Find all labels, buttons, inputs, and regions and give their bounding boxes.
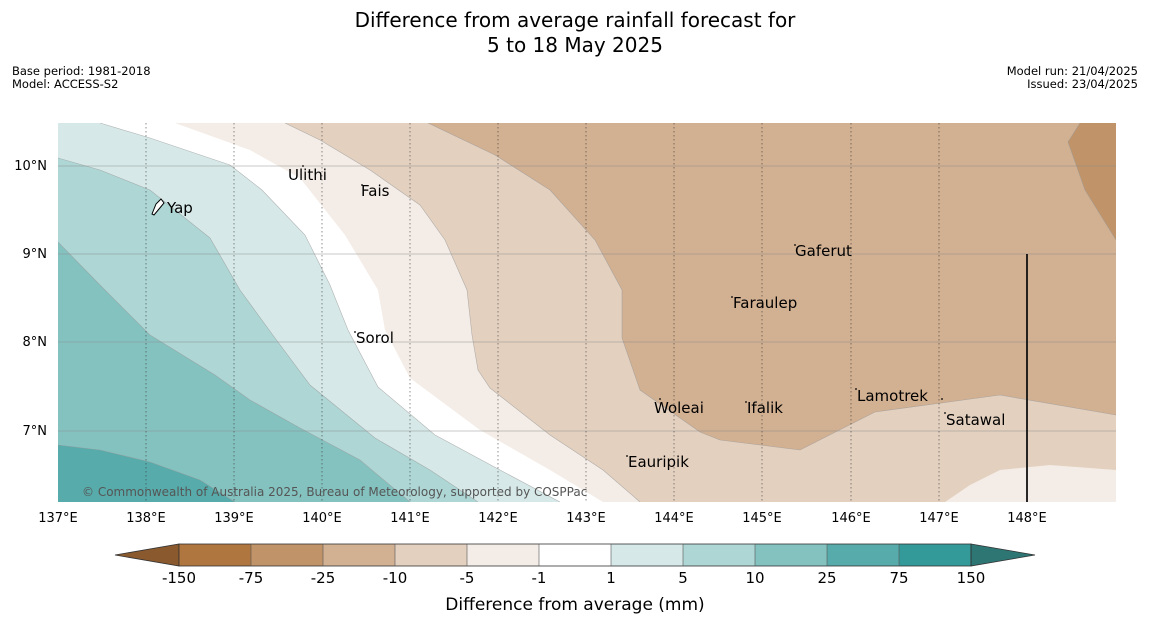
- x-tick-label: 148°E: [1007, 511, 1047, 526]
- colorbar-segment: [323, 544, 395, 566]
- issued-date: Issued: 23/04/2025: [1027, 77, 1138, 91]
- colorbar-dividers: [250, 544, 900, 566]
- map-plot-area: [58, 123, 1116, 502]
- atoll-dots: [302, 165, 946, 457]
- x-tick-label: 140°E: [302, 511, 342, 526]
- colorbar-segment: [683, 544, 755, 566]
- colorbar-tick: 150: [957, 569, 986, 587]
- title-line-2: 5 to 18 May 2025: [487, 33, 663, 57]
- copyright-notice: © Commonwealth of Australia 2025, Bureau…: [82, 485, 587, 499]
- colorbar-segment: [467, 544, 539, 566]
- place-satawal: Satawal: [946, 411, 1005, 429]
- colorbar-segment: [827, 544, 899, 566]
- y-tick-label: 10°N: [14, 159, 47, 174]
- place-yap: Yap: [166, 199, 193, 217]
- place-faraulep: Faraulep: [733, 294, 797, 312]
- chart-title: Difference from average rainfall forecas…: [0, 8, 1150, 58]
- colorbar-tick-labels: -150 -75 -25 -10 -5 -1 1 5 10 25 75 150: [162, 569, 985, 587]
- x-axis-ticks: 137°E 138°E 139°E 140°E 141°E 142°E 143°…: [38, 511, 1047, 526]
- x-tick-label: 143°E: [566, 511, 606, 526]
- x-tick-label: 145°E: [742, 511, 782, 526]
- base-period: Base period: 1981-2018: [12, 64, 151, 78]
- yap-island-shape: [151, 198, 165, 216]
- title-line-1: Difference from average rainfall forecas…: [354, 8, 796, 32]
- y-tick-label: 9°N: [23, 247, 48, 262]
- colorbar-tick: -75: [239, 569, 264, 587]
- contour-lines: [58, 123, 1116, 502]
- meta-right: Model run: 21/04/2025 Issued: 23/04/2025: [1007, 65, 1138, 91]
- meta-left: Base period: 1981-2018 Model: ACCESS-S2: [12, 65, 151, 91]
- x-tick-label: 147°E: [919, 511, 959, 526]
- colorbar-extend-low: [114, 543, 180, 567]
- x-tick-label: 142°E: [478, 511, 518, 526]
- x-tick-label: 141°E: [390, 511, 430, 526]
- colorbar-segment: [179, 544, 251, 566]
- x-tick-label: 139°E: [214, 511, 254, 526]
- x-tick-label: 138°E: [126, 511, 166, 526]
- colorbar-tick: 25: [817, 569, 836, 587]
- y-tick-label: 7°N: [23, 424, 48, 439]
- place-ifalik: Ifalik: [747, 399, 783, 417]
- colorbar-tick: 1: [606, 569, 616, 587]
- band-minus5-minus1-south-east: [945, 465, 1116, 502]
- colorbar-tick: 10: [745, 569, 764, 587]
- colorbar-extend-high: [970, 543, 1036, 567]
- colorbar-segment: [539, 544, 611, 566]
- colorbar: -150 -75 -25 -10 -5 -1 1 5 10 25 75 150 …: [114, 543, 1036, 615]
- x-tick-label: 144°E: [654, 511, 694, 526]
- colorbar-frame: [178, 543, 972, 567]
- colorbar-tick: 5: [678, 569, 688, 587]
- colorbar-tick: -1: [532, 569, 547, 587]
- colorbar-tick: -25: [311, 569, 336, 587]
- model-name: Model: ACCESS-S2: [12, 77, 119, 91]
- place-labels: Yap Ulithi Fais Gaferut Faraulep Sorol W…: [166, 166, 1005, 471]
- colorbar-tick: -10: [383, 569, 408, 587]
- colorbar-tick: 75: [889, 569, 908, 587]
- colorbar-segment: [395, 544, 467, 566]
- model-run: Model run: 21/04/2025: [1006, 64, 1138, 78]
- place-lamotrek: Lamotrek: [857, 387, 928, 405]
- colorbar-segment: [899, 544, 971, 566]
- colorbar-segment: [251, 544, 323, 566]
- y-axis-ticks: 10°N 9°N 8°N 7°N: [14, 159, 47, 439]
- y-tick-label: 8°N: [23, 335, 48, 350]
- band-plus10-plus25: [58, 242, 410, 502]
- colorbar-tick: -150: [162, 569, 196, 587]
- place-gaferut: Gaferut: [795, 242, 852, 260]
- colorbar-tick: -5: [460, 569, 475, 587]
- longitude-gridlines: [145, 123, 940, 502]
- place-ulithi: Ulithi: [288, 166, 327, 184]
- place-woleai: Woleai: [654, 399, 704, 417]
- x-tick-label: 137°E: [38, 511, 78, 526]
- colorbar-title: Difference from average (mm): [445, 595, 704, 615]
- colorbar-segment: [611, 544, 683, 566]
- x-tick-label: 146°E: [831, 511, 871, 526]
- colorbar-segment: [755, 544, 827, 566]
- band-plus25-plus75: [58, 445, 235, 502]
- place-eauripik: Eauripik: [628, 453, 689, 471]
- band-minus75-minus25: [1068, 123, 1116, 240]
- place-fais: Fais: [361, 182, 390, 200]
- place-sorol: Sorol: [356, 329, 394, 347]
